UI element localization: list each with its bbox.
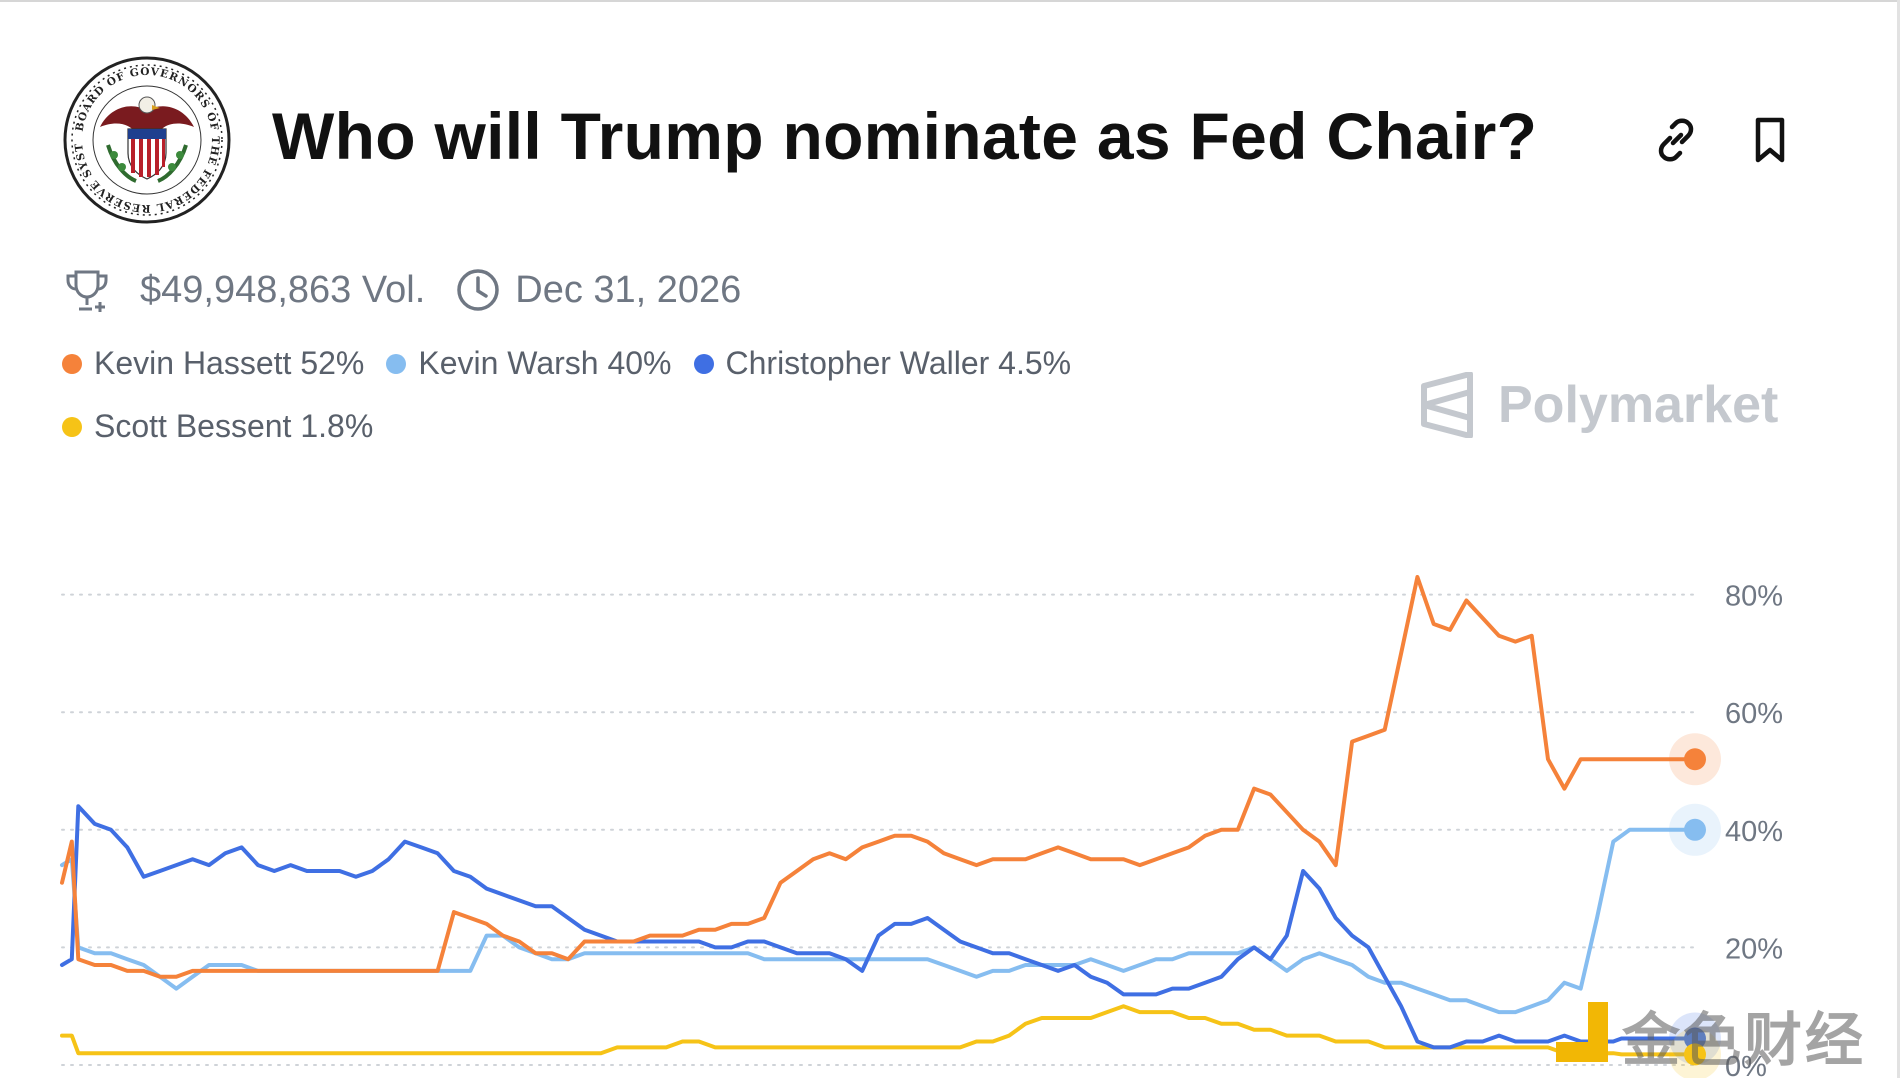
brand-name: Polymarket — [1498, 376, 1779, 434]
y-tick-label: 0% — [1725, 1051, 1767, 1078]
legend-item-hassett: Kevin Hassett 52% — [62, 345, 364, 382]
legend-item-warsh: Kevin Warsh 40% — [386, 345, 672, 382]
legend-dot — [62, 353, 82, 374]
volume-text: $49,948,863 Vol. — [140, 268, 426, 311]
legend-dot — [62, 416, 82, 437]
fed-seal-logo: BOARD OF GOVERNORS OF THE FEDERAL RESERV… — [56, 46, 232, 225]
copy-link-button[interactable] — [1648, 112, 1704, 168]
page-title: Who will Trump nominate as Fed Chair? — [272, 99, 1538, 173]
bookmark-button[interactable] — [1742, 112, 1798, 168]
legend-row: Kevin Hassett 52% Kevin Warsh 40% Christ… — [62, 345, 1093, 382]
legend-row: Scott Bessent 1.8% — [62, 408, 395, 445]
market-meta: $49,948,863 Vol. Dec 31, 2026 — [62, 262, 741, 318]
link-icon — [1658, 118, 1694, 162]
legend-dot — [386, 353, 407, 374]
bookmark-icon — [1755, 117, 1785, 163]
legend-item-waller: Christopher Waller 4.5% — [693, 345, 1072, 382]
y-tick-label: 20% — [1725, 933, 1783, 965]
y-tick-label: 80% — [1725, 581, 1783, 613]
top-border — [0, 0, 1900, 2]
series-line — [60, 827, 1697, 1015]
legend-label: Kevin Warsh 40% — [418, 345, 672, 381]
end-date-text: Dec 31, 2026 — [515, 268, 742, 311]
legend-dot — [693, 353, 714, 374]
end-marker — [1684, 818, 1706, 841]
end-marker — [1684, 748, 1706, 771]
watermark-logo-icon — [1556, 1002, 1608, 1062]
series-line — [60, 804, 1697, 1050]
watermark: 金色财经 — [1552, 995, 1866, 1075]
watermark-text: 金色财经 — [1622, 1008, 1867, 1073]
right-border — [1897, 0, 1900, 1078]
legend-label: Scott Bessent 1.8% — [94, 408, 374, 444]
legend-label: Christopher Waller 4.5% — [725, 345, 1072, 381]
series-line — [60, 575, 1697, 979]
polymarket-logo-icon — [1421, 372, 1473, 438]
end-marker — [1684, 1027, 1706, 1050]
legend-label: Kevin Hassett 52% — [94, 345, 365, 381]
polymarket-brand: Polymarket — [1418, 372, 1778, 438]
end-marker — [1684, 1043, 1706, 1066]
y-tick-label: 40% — [1725, 816, 1783, 848]
y-tick-label: 60% — [1725, 698, 1783, 730]
legend-item-bessent: Scott Bessent 1.8% — [62, 408, 373, 445]
trophy-icon — [66, 270, 108, 312]
clock-icon — [457, 269, 500, 311]
price-history-chart: 0% 20% 40% 60% 80% — [60, 575, 1783, 1078]
